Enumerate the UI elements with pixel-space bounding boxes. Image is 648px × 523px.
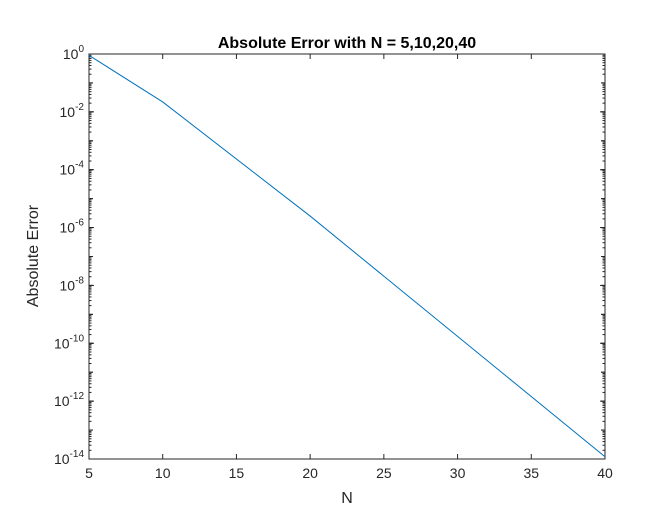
x-tick-label: 15 xyxy=(229,465,245,481)
plot-area xyxy=(88,53,606,460)
y-tick-label: 10-14 xyxy=(54,449,84,467)
y-tick-label: 100 xyxy=(63,44,85,62)
series-layer xyxy=(88,54,606,458)
major-ticks xyxy=(88,53,606,460)
chart-title: Absolute Error with N = 5,10,20,40 xyxy=(218,35,476,52)
x-tick-label: 35 xyxy=(523,465,539,481)
x-tick-label: 10 xyxy=(155,465,171,481)
y-tick-label: 10-6 xyxy=(60,218,85,236)
y-tick-label: 10-8 xyxy=(60,275,85,293)
x-tick-labels: 5 10 15 20 25 30 35 40 xyxy=(85,465,613,481)
x-tick-label: 30 xyxy=(450,465,466,481)
x-tick-label: 5 xyxy=(85,465,93,481)
x-tick-label: 20 xyxy=(302,465,318,481)
y-tick-labels: 100 10-2 10-4 10-6 10-8 10-10 10-12 10-14 xyxy=(54,44,84,467)
y-tick-label: 10-4 xyxy=(60,160,85,178)
x-tick-label: 25 xyxy=(376,465,392,481)
y-tick-label: 10-2 xyxy=(60,102,85,120)
y-axis-label: Absolute Error xyxy=(25,204,42,307)
x-tick-label: 40 xyxy=(597,465,613,481)
series-line xyxy=(88,54,606,458)
y-tick-label: 10-12 xyxy=(54,391,84,409)
x-axis-label: N xyxy=(341,490,353,507)
y-tick-label: 10-10 xyxy=(54,333,84,351)
